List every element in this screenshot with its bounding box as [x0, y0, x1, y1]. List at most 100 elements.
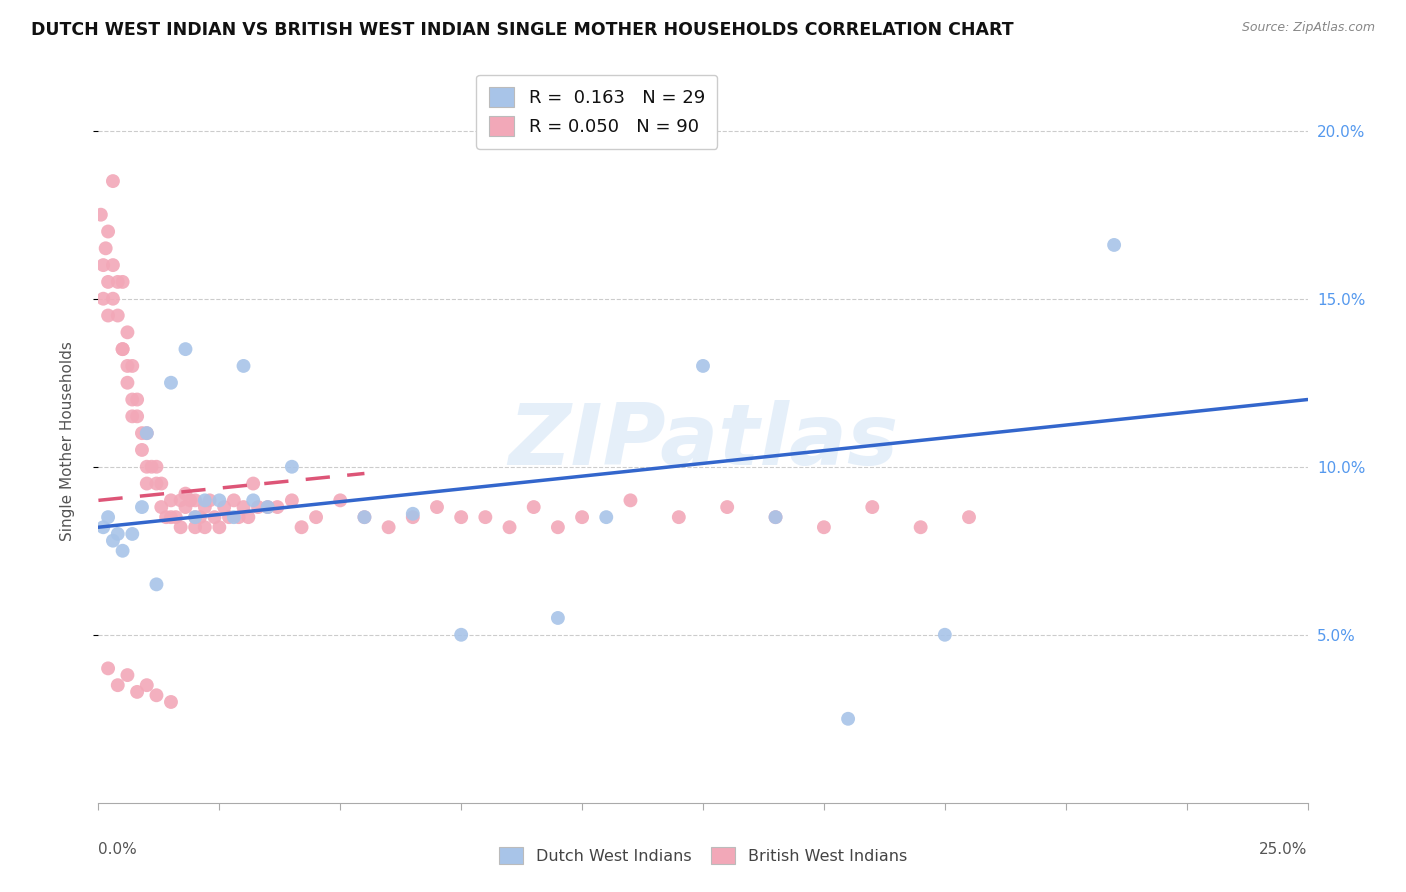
Point: [97, 309, 120, 323]
Point: [208, 520, 231, 534]
Point: [238, 510, 260, 524]
Point: [101, 533, 124, 548]
Point: [232, 500, 254, 514]
Point: [934, 628, 956, 642]
Point: [145, 476, 167, 491]
Point: [1102, 238, 1125, 252]
Point: [194, 520, 217, 534]
Point: [212, 500, 235, 514]
Point: [242, 493, 264, 508]
Point: [256, 500, 278, 514]
Point: [97, 225, 120, 239]
Point: [101, 174, 124, 188]
Point: [160, 510, 183, 524]
Point: [107, 309, 129, 323]
Point: [145, 577, 167, 591]
Point: [571, 510, 593, 524]
Point: [402, 507, 425, 521]
Point: [111, 342, 134, 356]
Point: [281, 493, 304, 508]
Point: [169, 520, 191, 534]
Point: [194, 500, 217, 514]
Point: [101, 258, 124, 272]
Point: [121, 392, 143, 407]
Point: [474, 510, 496, 524]
Point: [179, 493, 201, 508]
Point: [184, 520, 207, 534]
Text: 0.0%: 0.0%: [98, 842, 138, 856]
Point: [242, 476, 264, 491]
Point: [127, 685, 149, 699]
Point: [256, 500, 278, 514]
Point: [377, 520, 399, 534]
Point: [97, 510, 120, 524]
Point: [169, 493, 191, 508]
Point: [141, 459, 163, 474]
Point: [353, 510, 375, 524]
Point: [117, 326, 139, 340]
Point: [184, 510, 207, 524]
Point: [91, 258, 114, 272]
Text: DUTCH WEST INDIAN VS BRITISH WEST INDIAN SINGLE MOTHER HOUSEHOLDS CORRELATION CH: DUTCH WEST INDIAN VS BRITISH WEST INDIAN…: [31, 21, 1014, 39]
Point: [174, 342, 197, 356]
Point: [860, 500, 883, 514]
Point: [547, 520, 569, 534]
Point: [353, 510, 375, 524]
Point: [619, 493, 641, 508]
Point: [111, 543, 134, 558]
Point: [127, 409, 149, 424]
Point: [145, 688, 167, 702]
Point: [595, 510, 617, 524]
Point: [222, 493, 245, 508]
Point: [150, 500, 173, 514]
Point: [232, 359, 254, 373]
Point: [107, 527, 129, 541]
Point: [188, 510, 211, 524]
Point: [290, 520, 312, 534]
Text: 25.0%: 25.0%: [1260, 842, 1308, 856]
Point: [218, 510, 240, 524]
Point: [184, 493, 207, 508]
Point: [450, 628, 472, 642]
Point: [97, 275, 120, 289]
Point: [426, 500, 449, 514]
Point: [204, 510, 226, 524]
Point: [402, 510, 425, 524]
Point: [174, 486, 197, 500]
Point: [450, 510, 472, 524]
Point: [329, 493, 352, 508]
Point: [117, 668, 139, 682]
Point: [305, 510, 328, 524]
Point: [813, 520, 835, 534]
Point: [145, 459, 167, 474]
Point: [160, 376, 183, 390]
Point: [837, 712, 859, 726]
Legend: R =  0.163   N = 29, R = 0.050   N = 90: R = 0.163 N = 29, R = 0.050 N = 90: [477, 75, 717, 149]
Point: [498, 520, 520, 534]
Point: [131, 500, 153, 514]
Point: [910, 520, 932, 534]
Point: [107, 678, 129, 692]
Point: [91, 292, 114, 306]
Point: [716, 500, 738, 514]
Point: [97, 661, 120, 675]
Point: [91, 520, 114, 534]
Y-axis label: Single Mother Households: Single Mother Households: [60, 342, 75, 541]
Point: [127, 392, 149, 407]
Text: ZIPatlas: ZIPatlas: [508, 400, 898, 483]
Point: [135, 426, 157, 441]
Point: [957, 510, 980, 524]
Point: [121, 359, 143, 373]
Point: [165, 510, 187, 524]
Point: [131, 426, 153, 441]
Point: [198, 493, 221, 508]
Point: [121, 409, 143, 424]
Point: [117, 359, 139, 373]
Point: [135, 476, 157, 491]
Point: [765, 510, 787, 524]
Point: [111, 275, 134, 289]
Point: [135, 459, 157, 474]
Point: [160, 695, 183, 709]
Point: [547, 611, 569, 625]
Text: Source: ZipAtlas.com: Source: ZipAtlas.com: [1241, 21, 1375, 35]
